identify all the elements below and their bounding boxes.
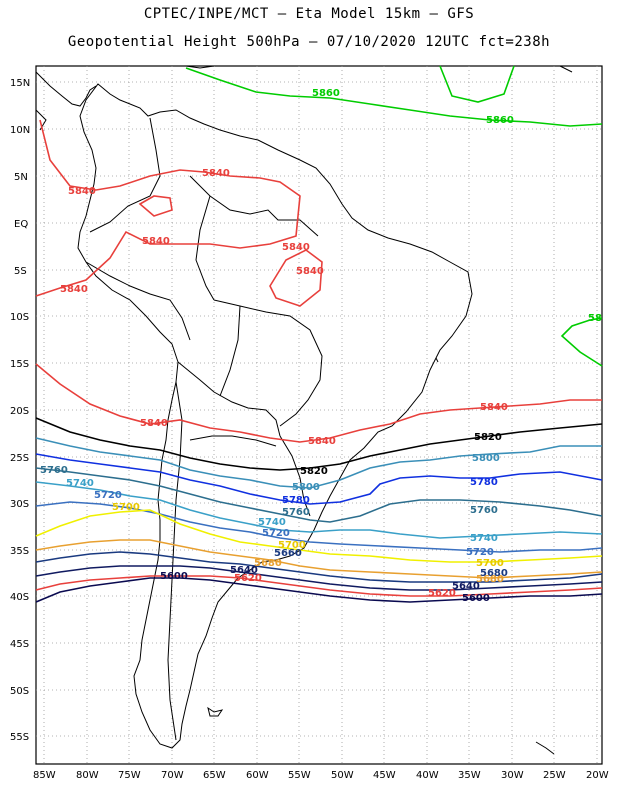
lat-tick: 55S: [10, 732, 29, 743]
contour-label: 5840: [68, 186, 96, 197]
contour-label: 5720: [466, 547, 494, 558]
contour-5840-south: [35, 363, 602, 443]
contour-label: 5680: [476, 574, 504, 585]
contour-label: 5600: [160, 571, 188, 582]
contour-label: 5800: [472, 453, 500, 464]
lon-tick: 40W: [416, 770, 439, 781]
map-title: CPTEC/INPE/MCT – Eta Model 15km – GFS: [143, 6, 475, 22]
contour-label: 5840: [282, 242, 310, 253]
contour-label: 5860: [312, 88, 340, 99]
contour-5640: [35, 565, 603, 591]
lat-tick: EQ: [14, 219, 28, 230]
lon-tick: 55W: [288, 770, 311, 781]
contour-label: 5660: [274, 548, 302, 559]
contour-label: 5640: [230, 565, 258, 576]
contour-label: 5600: [462, 593, 490, 604]
contour-label: 5620: [234, 573, 262, 584]
contour-5760: [35, 467, 603, 523]
contour-5600: [35, 577, 603, 603]
contour-label: 5720: [94, 490, 122, 501]
contour-label: 5840: [202, 168, 230, 179]
contour-5820: [35, 417, 603, 471]
lat-tick: 5N: [14, 172, 28, 183]
contour-label: 5780: [282, 495, 310, 506]
contour-label: 5680: [254, 558, 282, 569]
contour-label: 5840: [296, 266, 324, 277]
lat-tick: 50S: [10, 686, 29, 697]
lat-tick: 15N: [10, 78, 30, 89]
contour-label: 5700: [278, 540, 306, 551]
contour-5740: [35, 481, 603, 539]
contour-5680: [35, 539, 603, 579]
contour-5660: [35, 551, 603, 583]
contour-5860-north: [439, 65, 515, 103]
contour-label: 5760: [470, 505, 498, 516]
contour-5700: [35, 509, 603, 563]
contour-5620: [35, 575, 603, 597]
contour-label: 5740: [470, 533, 498, 544]
contour-5780: [35, 453, 603, 505]
contour-label: 5700: [112, 502, 140, 513]
lat-tick: 30S: [10, 499, 29, 510]
coastline: [35, 65, 573, 755]
contour-label: 5840: [140, 418, 168, 429]
lat-tick: 20S: [10, 406, 29, 417]
map-subtitle: Geopotential Height 500hPa – 07/10/2020 …: [67, 34, 551, 50]
contour-labels: 5860 5860 58 5840 5840 5840 5840 5840 58…: [40, 88, 602, 604]
contour-label: 5620: [428, 588, 456, 599]
contour-label: 5800: [292, 482, 320, 493]
contour-label: 5860: [486, 115, 514, 126]
lon-tick: 50W: [331, 770, 354, 781]
contour-label: 5760: [40, 465, 68, 476]
lat-tick: 10S: [10, 312, 29, 323]
lon-tick: 80W: [76, 770, 99, 781]
contour-label: 5740: [258, 517, 286, 528]
contour-5720: [35, 501, 603, 553]
contour-5840-loop: [138, 195, 173, 217]
lat-tick: 35S: [10, 546, 29, 557]
lat-lon-grid: [36, 66, 602, 764]
lon-tick: 70W: [161, 770, 184, 781]
contour-5800: [35, 437, 602, 489]
lon-tick: 20W: [586, 770, 609, 781]
lon-tick: 85W: [33, 770, 56, 781]
contour-label: 5780: [470, 477, 498, 488]
lon-tick: 75W: [118, 770, 141, 781]
lat-tick: 15S: [10, 359, 29, 370]
lat-tick: 10N: [10, 125, 30, 136]
lon-tick: 65W: [203, 770, 226, 781]
lat-tick: 40S: [10, 592, 29, 603]
contour-label: 5820: [474, 432, 502, 443]
contour-label: 5840: [142, 236, 170, 247]
lon-tick: 45W: [373, 770, 396, 781]
longitude-axis: 85W 80W 75W 70W 65W 60W 55W 50W 45W 40W …: [33, 770, 609, 781]
contour-label: 5760: [282, 507, 310, 518]
contour-label: 5720: [262, 528, 290, 539]
contour-label: 5840: [60, 284, 88, 295]
lon-tick: 30W: [501, 770, 524, 781]
lon-tick: 25W: [543, 770, 566, 781]
contour-5860-east: [560, 317, 603, 367]
contour-label: 5700: [476, 558, 504, 569]
contour-5860: [185, 67, 603, 127]
contour-label: 5680: [480, 568, 508, 579]
contour-label: 5640: [452, 581, 480, 592]
contour-label: 5740: [66, 478, 94, 489]
contour-label: 5840: [308, 436, 336, 447]
map-frame: [35, 65, 603, 765]
contour-5840-north: [35, 119, 301, 297]
lat-tick: 25S: [10, 453, 29, 464]
contour-label: 5840: [480, 402, 508, 413]
lon-tick: 60W: [246, 770, 269, 781]
contour-label: 58: [588, 313, 602, 324]
contour-lines: [35, 65, 603, 603]
contour-5840-blob: [269, 249, 323, 307]
lat-tick: 5S: [14, 266, 27, 277]
lat-tick: 45S: [10, 639, 29, 650]
latitude-axis: 15N 10N 5N EQ 5S 10S 15S 20S 25S 30S 35S…: [10, 78, 30, 743]
lon-tick: 35W: [458, 770, 481, 781]
contour-label: 5820: [300, 466, 328, 477]
